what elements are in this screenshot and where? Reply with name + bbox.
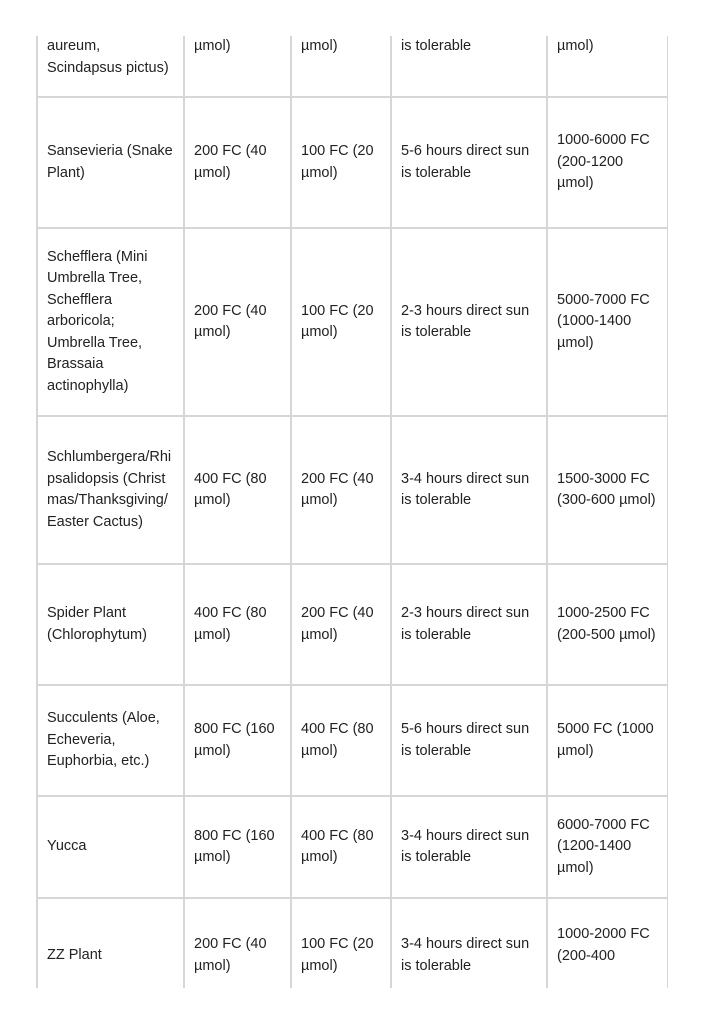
table-row: aureum, Scindapsus pictus) µmol) µmol) i… [36,36,668,98]
plant-cell: Schlumbergera/Rhipsalidopsis (Christmas/… [36,415,185,565]
table-row: Sansevieria (Snake Plant) 200 FC (40 µmo… [36,96,668,229]
table-row: Schefflera (Mini Umbrella Tree, Scheffle… [36,227,668,417]
low-light-cell: 200 FC (40 µmol) [290,415,392,565]
plant-cell: aureum, Scindapsus pictus) [36,36,185,98]
low-light-cell: 100 FC (20 µmol) [290,897,392,988]
max-light-cell: 1500-3000 FC (300-600 µmol) [546,415,668,565]
direct-sun-cell: 2-3 hours direct sun is tolerable [390,563,548,686]
min-light-cell: 200 FC (40 µmol) [183,227,292,417]
plant-cell: Succulents (Aloe, Echeveria, Euphorbia, … [36,684,185,797]
plant-light-table-viewport: aureum, Scindapsus pictus) µmol) µmol) i… [36,36,668,988]
max-light-cell: 5000 FC (1000 µmol) [546,684,668,797]
min-light-cell: 400 FC (80 µmol) [183,563,292,686]
max-light-cell: 5000-7000 FC (1000-1400 µmol) [546,227,668,417]
low-light-cell: 100 FC (20 µmol) [290,96,392,229]
direct-sun-cell: is tolerable [390,36,548,98]
direct-sun-cell: 2-3 hours direct sun is tolerable [390,227,548,417]
min-light-cell: 200 FC (40 µmol) [183,96,292,229]
min-light-cell: 800 FC (160 µmol) [183,684,292,797]
max-light-cell: 1000-2500 FC (200-500 µmol) [546,563,668,686]
min-light-cell: 800 FC (160 µmol) [183,795,292,899]
max-light-cell: 1000-2000 FC (200-400 [546,897,668,988]
low-light-cell: 200 FC (40 µmol) [290,563,392,686]
max-light-cell: µmol) [546,36,668,98]
plant-cell: Sansevieria (Snake Plant) [36,96,185,229]
max-light-cell: 6000-7000 FC (1200-1400 µmol) [546,795,668,899]
direct-sun-cell: 3-4 hours direct sun is tolerable [390,795,548,899]
table-row: Succulents (Aloe, Echeveria, Euphorbia, … [36,684,668,797]
table-row: Yucca 800 FC (160 µmol) 400 FC (80 µmol)… [36,795,668,899]
direct-sun-cell: 3-4 hours direct sun is tolerable [390,897,548,988]
plant-light-table: aureum, Scindapsus pictus) µmol) µmol) i… [36,36,668,988]
direct-sun-cell: 5-6 hours direct sun is tolerable [390,684,548,797]
low-light-cell: µmol) [290,36,392,98]
plant-cell: Spider Plant (Chlorophytum) [36,563,185,686]
min-light-cell: 200 FC (40 µmol) [183,897,292,988]
low-light-cell: 100 FC (20 µmol) [290,227,392,417]
direct-sun-cell: 5-6 hours direct sun is tolerable [390,96,548,229]
table-row: ZZ Plant 200 FC (40 µmol) 100 FC (20 µmo… [36,897,668,988]
low-light-cell: 400 FC (80 µmol) [290,684,392,797]
low-light-cell: 400 FC (80 µmol) [290,795,392,899]
plant-cell: Yucca [36,795,185,899]
max-light-cell: 1000-6000 FC (200-1200 µmol) [546,96,668,229]
direct-sun-cell: 3-4 hours direct sun is tolerable [390,415,548,565]
min-light-cell: µmol) [183,36,292,98]
table-row: Schlumbergera/Rhipsalidopsis (Christmas/… [36,415,668,565]
plant-cell: ZZ Plant [36,897,185,988]
table-row: Spider Plant (Chlorophytum) 400 FC (80 µ… [36,563,668,686]
plant-cell: Schefflera (Mini Umbrella Tree, Scheffle… [36,227,185,417]
min-light-cell: 400 FC (80 µmol) [183,415,292,565]
